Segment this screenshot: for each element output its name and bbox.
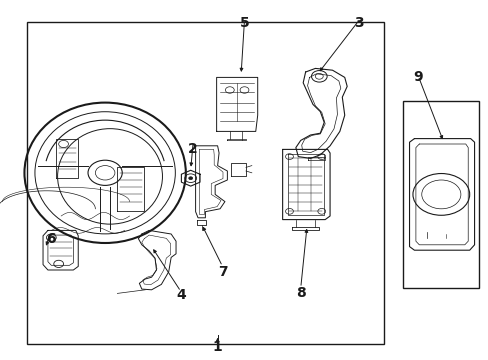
- Text: 4: 4: [176, 288, 185, 302]
- Text: 8: 8: [295, 287, 305, 300]
- Text: 9: 9: [412, 71, 422, 84]
- Text: 3: 3: [354, 17, 364, 30]
- Bar: [27, 22, 383, 344]
- Text: 7: 7: [217, 265, 227, 279]
- Bar: [403, 101, 478, 288]
- Circle shape: [188, 177, 192, 180]
- Text: 5: 5: [239, 17, 249, 30]
- Text: 2: 2: [188, 143, 198, 156]
- Text: 1: 1: [212, 341, 222, 354]
- Text: 6: 6: [46, 233, 56, 246]
